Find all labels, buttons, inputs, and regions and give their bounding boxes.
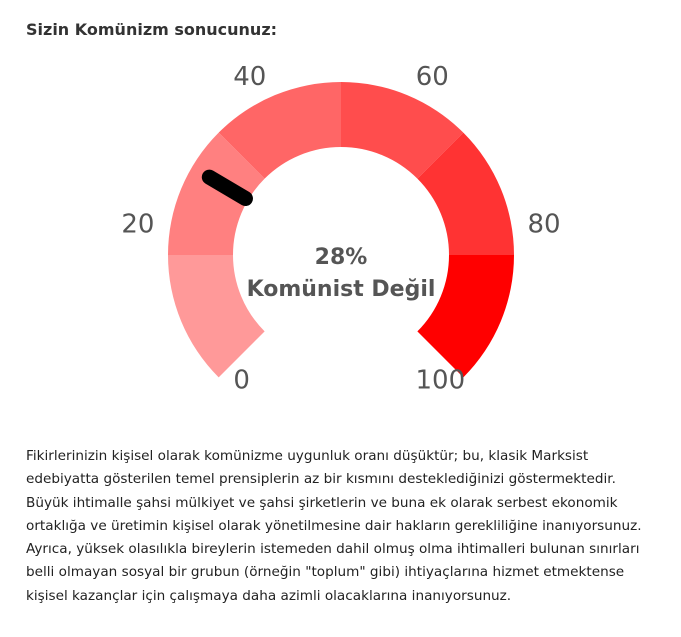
result-title: Sizin Komünizm sonucunuz: bbox=[26, 20, 278, 39]
result-description: Fikirlerinizin kişisel olarak komünizme … bbox=[26, 448, 642, 604]
gauge-tick-label: 60 bbox=[416, 62, 449, 92]
gauge-tick-label: 20 bbox=[121, 210, 154, 240]
gauge-segment bbox=[417, 255, 514, 378]
gauge-tick-label: 0 bbox=[233, 365, 250, 395]
gauge-segment bbox=[341, 82, 464, 179]
gauge-needle bbox=[201, 169, 253, 206]
gauge-tick-label: 100 bbox=[416, 365, 466, 395]
gauge-category-label: Komünist Değil bbox=[247, 277, 436, 302]
gauge-value-label: 28% bbox=[315, 245, 368, 270]
gauge-segment bbox=[168, 255, 265, 378]
gauge-segment bbox=[168, 132, 265, 255]
result-gauge: 0 20 40 60 80 100 28% Komünist Değil bbox=[121, 62, 561, 395]
gauge-tick-label: 80 bbox=[528, 210, 561, 240]
gauge-tick-label: 40 bbox=[233, 62, 266, 92]
gauge-segment bbox=[417, 132, 514, 255]
gauge-segment bbox=[218, 82, 341, 179]
